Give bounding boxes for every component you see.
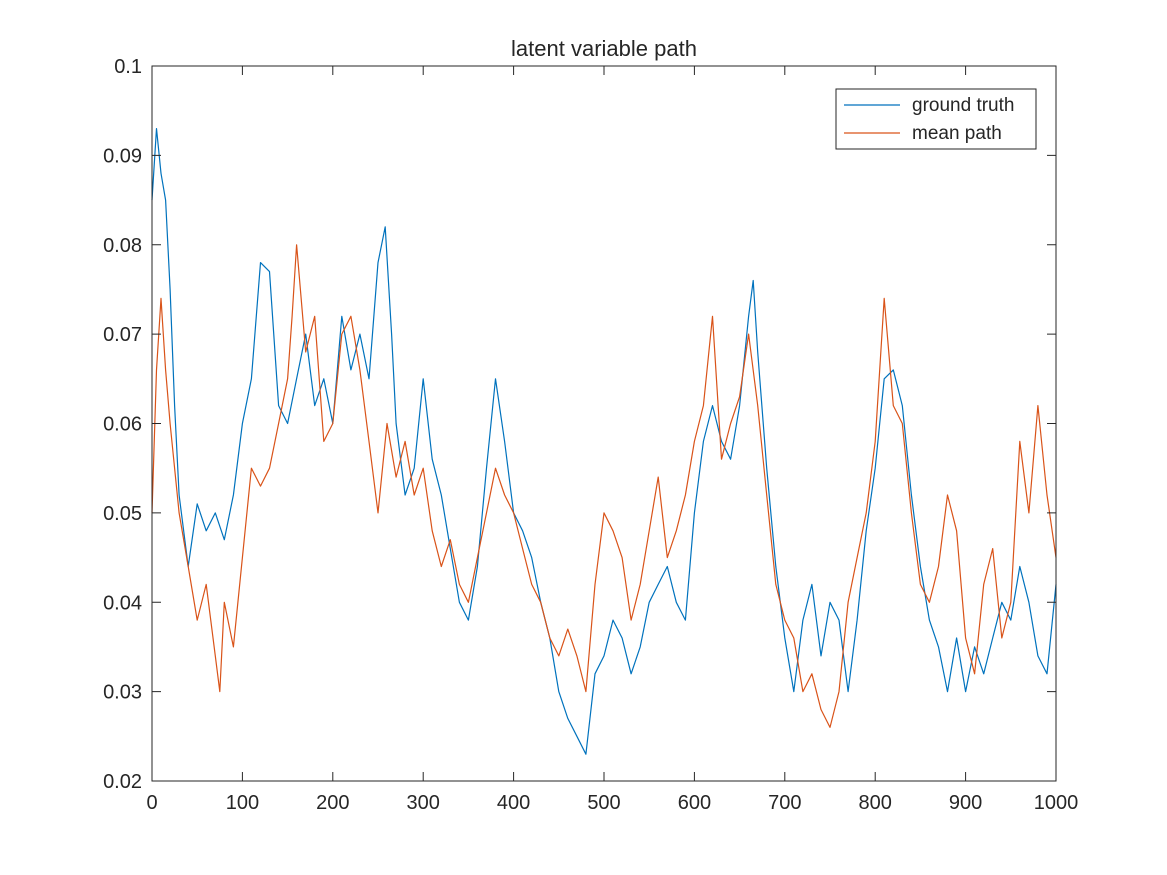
x-tick-label: 300: [407, 792, 440, 814]
x-tick-label: 900: [949, 792, 982, 814]
legend-label-ground-truth: ground truth: [912, 95, 1014, 116]
plot-area: [152, 66, 1056, 781]
x-tick-label: 400: [497, 792, 530, 814]
y-tick-label: 0.05: [103, 503, 142, 525]
legend-box: [835, 88, 1037, 150]
series-group: [151, 128, 1057, 755]
x-tick-label: 1000: [1034, 792, 1079, 814]
series-line-mean-path: [151, 244, 1057, 729]
x-tick-label: 500: [587, 792, 620, 814]
x-tick-label: 0: [146, 792, 157, 814]
legend-label-mean-path: mean path: [912, 123, 1002, 144]
x-tick-label: 800: [859, 792, 892, 814]
y-tick-label: 0.08: [103, 235, 142, 257]
y-tick-label: 0.02: [103, 771, 142, 793]
y-tick-label: 0.09: [103, 145, 142, 167]
axes-group: 0 100 200 300 400 500 600 700 800 900 1000 0.02 0.03…: [103, 56, 1078, 814]
x-tick-label: 100: [226, 792, 259, 814]
y-tick-label: 0.04: [103, 592, 142, 614]
x-tick-label: 600: [678, 792, 711, 814]
series-line-ground-truth: [151, 128, 1057, 755]
chart-title: latent variable path: [511, 36, 697, 61]
y-tick-label: 0.07: [103, 324, 142, 346]
legend: ground truth mean path: [835, 88, 1037, 150]
y-tick-label: 0.1: [114, 56, 142, 78]
x-tick-label: 700: [768, 792, 801, 814]
y-tick-label: 0.06: [103, 414, 142, 436]
y-tick-label: 0.03: [103, 682, 142, 704]
x-tick-label: 200: [316, 792, 349, 814]
